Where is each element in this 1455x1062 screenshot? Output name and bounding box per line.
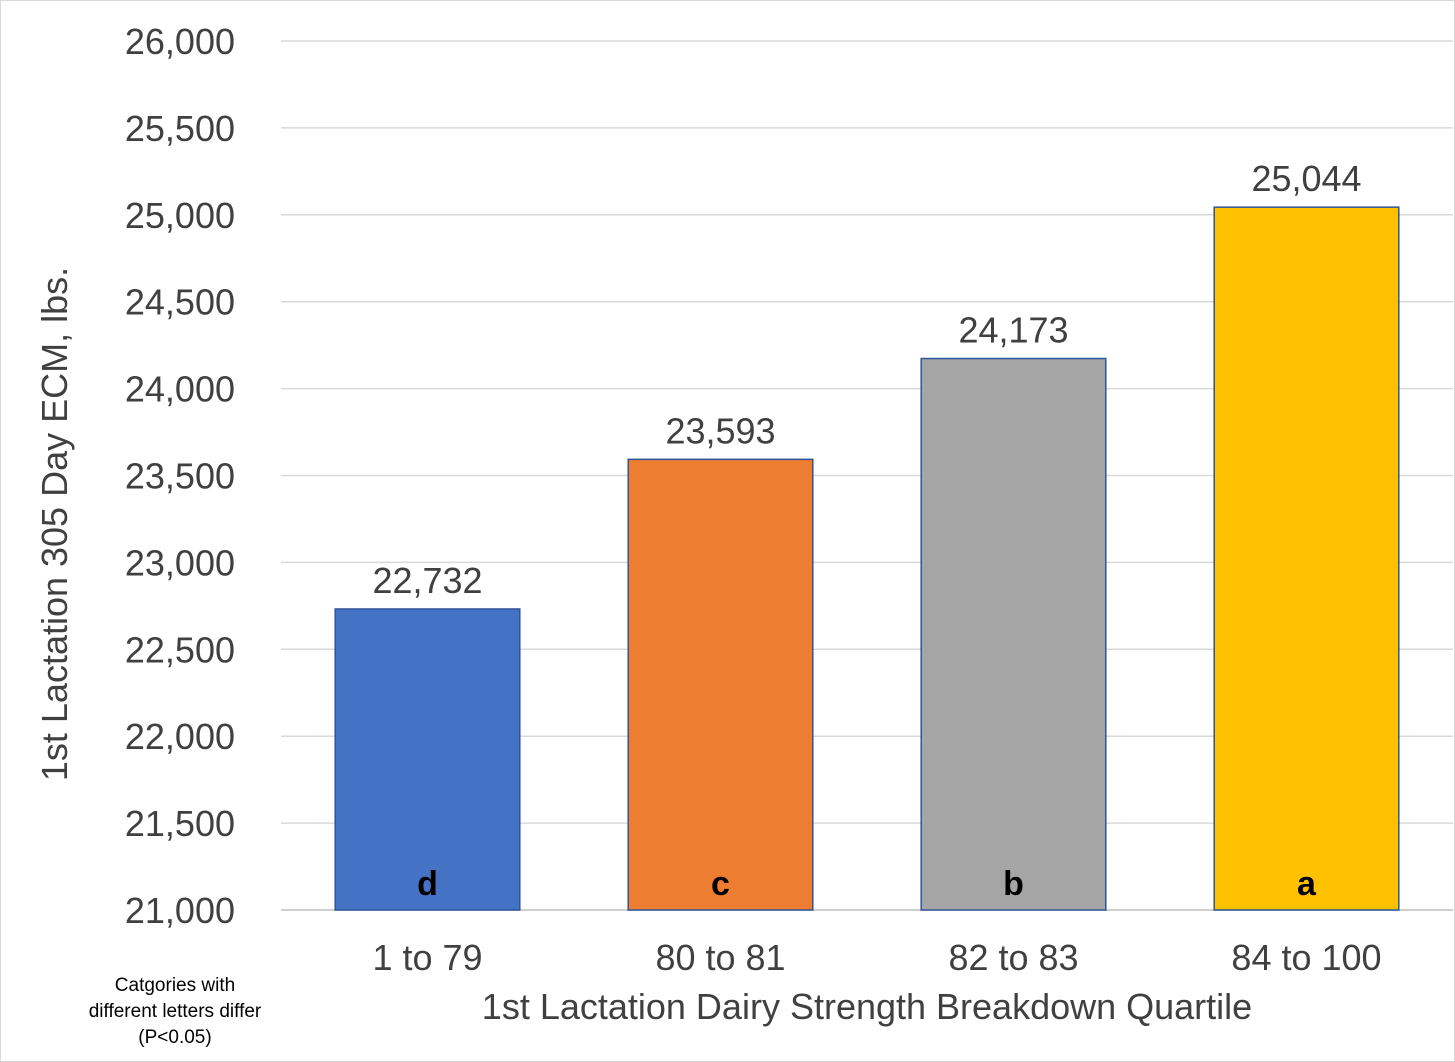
data-label: 23,593 (665, 410, 775, 451)
data-label: 24,173 (958, 310, 1068, 351)
y-tick-label: 23,000 (125, 542, 235, 583)
y-tick-label: 24,000 (125, 369, 235, 410)
x-tick-label: 84 to 100 (1231, 937, 1381, 978)
footnote-line: different letters differ (89, 1001, 262, 1022)
y-tick-label: 26,000 (125, 21, 235, 62)
y-tick-label: 23,500 (125, 456, 235, 497)
y-tick-label: 24,500 (125, 282, 235, 323)
significance-letter: a (1297, 865, 1317, 903)
x-tick-label: 1 to 79 (372, 937, 482, 978)
bar-4 (1213, 206, 1400, 911)
y-tick-label: 22,000 (125, 716, 235, 757)
x-tick-label: 82 to 83 (948, 937, 1078, 978)
y-tick-label: 22,500 (125, 629, 235, 670)
y-tick-label: 25,500 (125, 108, 235, 149)
x-axis-title: 1st Lactation Dairy Strength Breakdown Q… (482, 986, 1252, 1027)
footnote: Catgories with different letters differ (P… (89, 975, 262, 1048)
footnote-line: Catgories with (115, 975, 235, 996)
y-axis-title: 1st Lactation 305 Day ECM, lbs. (34, 267, 75, 781)
data-label: 22,732 (372, 560, 482, 601)
significance-letter: d (417, 865, 438, 903)
x-axis-ticks: 1 to 79 80 to 81 82 to 83 84 to 100 (372, 937, 1381, 978)
bar-2 (627, 458, 814, 911)
significance-letter: b (1003, 865, 1024, 903)
y-tick-label: 25,000 (125, 195, 235, 236)
footnote-line: (P<0.05) (138, 1027, 211, 1048)
y-axis-ticks: 21,000 21,500 22,000 22,500 23,000 23,500 24,0… (125, 21, 235, 931)
y-tick-label: 21,000 (125, 890, 235, 931)
significance-letter: c (711, 865, 730, 903)
data-label: 25,044 (1251, 158, 1361, 199)
x-tick-label: 80 to 81 (655, 937, 785, 978)
bars: 22,732 d 23,593 c 24,173 b 25,044 a (334, 158, 1400, 911)
bar-3 (920, 357, 1107, 911)
y-tick-label: 21,500 (125, 803, 235, 844)
bar-1 (334, 608, 521, 911)
